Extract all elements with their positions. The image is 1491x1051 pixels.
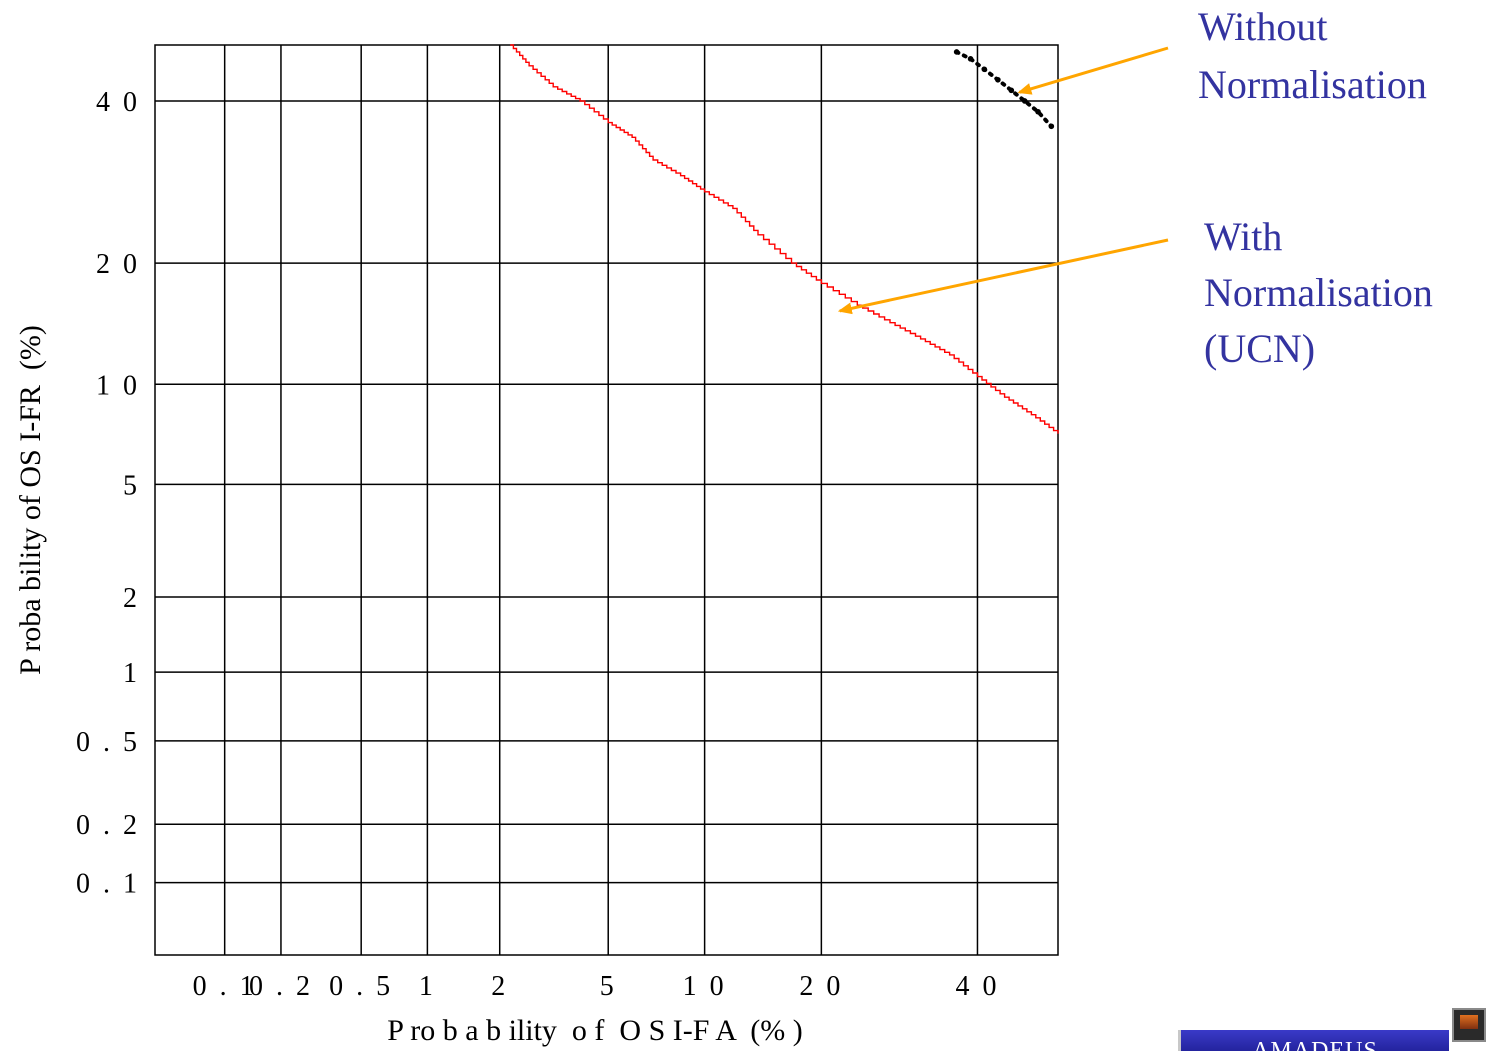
logo-bar: AMADEUS bbox=[1178, 1030, 1449, 1051]
arrow-without-normalisation bbox=[1017, 46, 1169, 95]
x-tick-label: 0 . 2 bbox=[249, 971, 313, 1002]
annotation-with-normalisation: With Normalisation (UCN) bbox=[1204, 214, 1433, 371]
y-tick-label: 1 bbox=[123, 658, 140, 689]
y-tick-label: 4 0 bbox=[96, 87, 140, 118]
y-tick-label: 2 0 bbox=[96, 249, 140, 280]
annotation-arrows bbox=[837, 46, 1169, 315]
annotation-with-line-3: (UCN) bbox=[1204, 326, 1315, 371]
series-lines bbox=[510, 44, 1059, 434]
grid bbox=[155, 45, 1058, 955]
x-axis-label: P ro b a b ility o f O S I-F A (% ) bbox=[387, 1014, 803, 1047]
film-icon bbox=[1452, 1008, 1486, 1042]
y-tick-label: 0 . 2 bbox=[76, 810, 140, 841]
series-line-with-normalisation bbox=[510, 44, 1059, 434]
y-tick-labels: 0 . 1 0 . 2 0 . 5 1 2 5 1 0 2 0 4 0 bbox=[76, 87, 140, 900]
x-tick-label: 0 . 1 bbox=[193, 971, 257, 1002]
x-tick-label: 4 0 bbox=[955, 971, 999, 1002]
x-tick-label: 1 0 bbox=[683, 971, 727, 1002]
logo-text: AMADEUS bbox=[1252, 1038, 1378, 1051]
x-tick-labels: 0 . 10 . 2 0 . 5 1 2 5 1 0 2 0 4 0 bbox=[193, 971, 999, 1002]
x-tick-label: 1 bbox=[419, 971, 436, 1002]
annotation-without-line-1: Without bbox=[1198, 4, 1328, 49]
x-tick-label: 2 0 bbox=[799, 971, 843, 1002]
annotation-without-line-2: Normalisation bbox=[1198, 62, 1427, 107]
x-tick-label: 2 bbox=[491, 971, 508, 1002]
annotation-with-line-2: Normalisation bbox=[1204, 270, 1433, 315]
annotation-with-line-1: With bbox=[1204, 214, 1282, 259]
x-tick-label: 0 . 5 bbox=[329, 971, 393, 1002]
amadeus-logo: AMADEUS bbox=[1168, 1008, 1488, 1051]
series-line-without-normalisation bbox=[954, 49, 1054, 129]
y-axis-label: P roba bility of OS I-FR (%) bbox=[14, 325, 47, 675]
y-tick-label: 5 bbox=[123, 470, 140, 501]
arrow-with-normalisation bbox=[837, 238, 1169, 315]
y-tick-label: 0 . 1 bbox=[76, 869, 140, 900]
x-tick-label: 5 bbox=[600, 971, 617, 1002]
y-tick-label: 0 . 5 bbox=[76, 727, 140, 758]
y-tick-label: 1 0 bbox=[96, 370, 140, 401]
plot-frame bbox=[154, 44, 1059, 956]
annotation-without-normalisation: Without Normalisation bbox=[1198, 4, 1427, 107]
y-tick-label: 2 bbox=[123, 583, 140, 614]
